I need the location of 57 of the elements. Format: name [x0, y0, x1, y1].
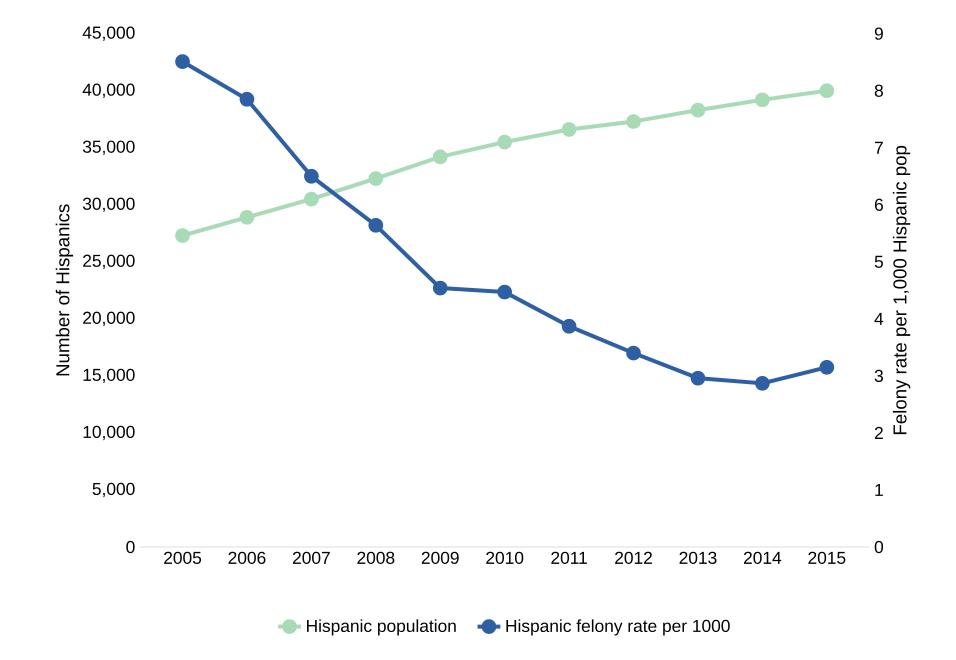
point	[368, 218, 384, 233]
point	[626, 114, 641, 129]
point	[690, 102, 706, 118]
x-tick-label: 2007	[292, 552, 330, 564]
x-tick-label: 2006	[228, 552, 266, 564]
y-tick-label: 15,000	[84, 368, 135, 384]
y-tick-label: 10,000	[84, 426, 135, 440]
y2-tick-label: 7	[874, 142, 883, 154]
point	[240, 210, 254, 225]
x-tick-label: 2015	[808, 552, 846, 564]
point	[304, 192, 319, 206]
x-tick-label: 2013	[680, 552, 716, 564]
y2-tick-label: 0	[874, 540, 884, 554]
y-tick-label: 20,000	[83, 312, 135, 326]
point	[819, 83, 834, 98]
y-tick-label: 45,000	[82, 26, 135, 41]
y2-tick-label: 2	[874, 426, 883, 439]
y-tick-label: 25,000	[83, 254, 135, 269]
y2-tick-label: 8	[874, 84, 883, 97]
y2-tick-label: 6	[874, 198, 883, 211]
y2-tick-label: 3	[874, 370, 883, 382]
x-tick-label: 2009	[422, 552, 459, 564]
point	[175, 54, 190, 69]
y-tick-label: 0	[126, 540, 135, 554]
point	[175, 228, 190, 243]
x-tick-label: 2008	[357, 552, 394, 564]
y-tick-label: 35,000	[82, 140, 135, 155]
x-tick-label: 2012	[615, 552, 652, 564]
y-tick-label: 5,000	[92, 482, 135, 498]
point	[240, 92, 254, 107]
y-tick-label: 30,000	[82, 198, 135, 212]
y2-tick-label: 1	[875, 484, 883, 496]
y2-axis-title: Felony rate per 1,000 Hispanic pop	[892, 146, 910, 434]
point	[432, 150, 448, 164]
point	[562, 318, 576, 334]
x-tick-label: 2014	[744, 552, 782, 564]
point	[755, 376, 770, 391]
point	[562, 122, 576, 137]
y2-tick-label: 5	[874, 256, 883, 268]
y2-tick-label: 9	[874, 28, 883, 40]
point	[626, 346, 641, 360]
x-tick-label: 2011	[551, 552, 587, 564]
legend-label: Hispanic population	[307, 619, 456, 636]
y-tick-label: 40,000	[82, 84, 135, 98]
point	[755, 92, 770, 108]
legend-label: Hispanic felony rate per 1000	[506, 619, 730, 636]
point	[819, 360, 834, 375]
point	[690, 370, 706, 386]
point	[497, 284, 512, 300]
y-axis-title: Number of Hispanics	[56, 204, 74, 376]
y2-tick-label: 4	[874, 312, 884, 325]
point	[304, 168, 319, 184]
point	[368, 171, 384, 186]
point	[432, 280, 448, 296]
x-tick-label: 2005	[164, 552, 202, 564]
x-tick-label: 2010	[486, 552, 524, 564]
point	[497, 134, 512, 150]
